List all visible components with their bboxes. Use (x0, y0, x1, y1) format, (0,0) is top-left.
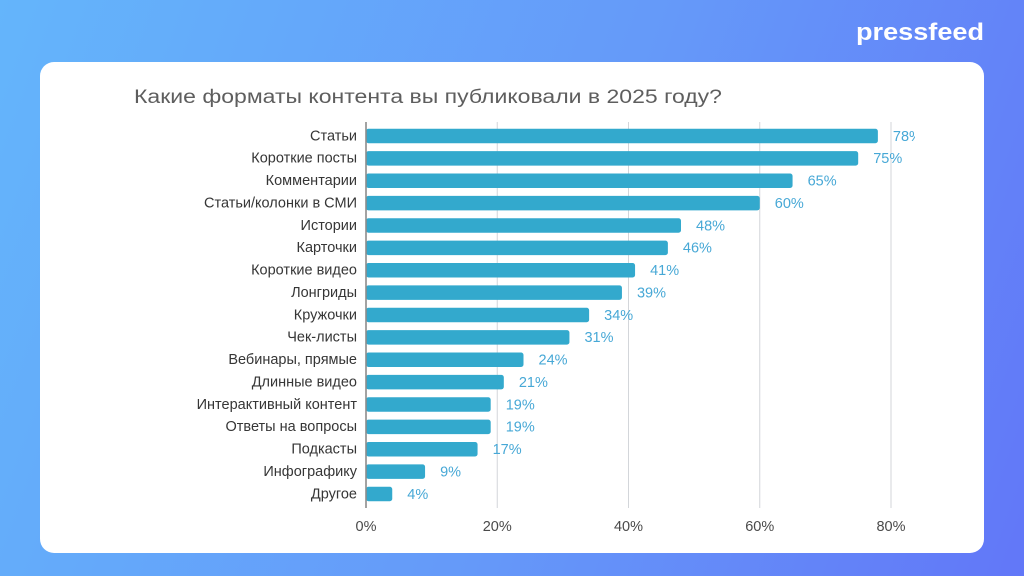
value-label: 24% (539, 353, 568, 369)
bar-8 (366, 285, 622, 300)
brand-logo: pressfeed (856, 19, 984, 46)
value-label: 65% (808, 174, 837, 190)
value-labels: 78% 75% 65%60% 48% 46%41% 39%34% 31% 24% 21% 19% 1… (407, 129, 922, 503)
bar-3 (366, 173, 793, 188)
x-tick-label: 60% (745, 519, 774, 535)
category-label: Лонгриды (291, 285, 357, 301)
chart-card (40, 62, 984, 553)
bar-15 (366, 442, 478, 457)
category-label: Длинные видео (252, 374, 357, 390)
category-label: Короткие посты (251, 151, 357, 167)
value-label: 19% (506, 397, 535, 413)
category-labels: Статьи Короткие посты Комментарии Статьи/ко… (197, 128, 358, 502)
category-label: Вебинары, прямые (228, 352, 357, 368)
bar-10 (366, 330, 570, 345)
chart-title: Какие форматы контента вы публиковали в … (134, 87, 722, 108)
bar-2 (366, 151, 859, 166)
bar-1 (366, 128, 878, 144)
value-label: 48% (696, 218, 725, 234)
plot-area: Статьи Короткие посты Комментарии Статьи/ко… (197, 122, 922, 535)
value-label: 19% (506, 420, 535, 436)
bar-9 (366, 307, 590, 323)
value-label: 75% (873, 151, 902, 167)
category-label: Короткие видео (251, 263, 357, 279)
value-label: 60% (775, 196, 804, 212)
bars (366, 128, 878, 502)
x-tick-label: 80% (876, 519, 905, 535)
value-label: 4% (407, 487, 428, 503)
bar-6 (366, 240, 668, 256)
value-label: 39% (637, 285, 666, 301)
bar-5 (366, 218, 681, 233)
category-label: Интерактивный контент (197, 397, 358, 413)
bar-13 (366, 397, 491, 412)
category-label: Ответы на вопросы (226, 419, 358, 435)
bar-14 (366, 419, 491, 435)
category-label: Истории (301, 218, 357, 234)
category-label: Кружочки (294, 307, 357, 323)
value-label: 78% (893, 129, 922, 145)
value-label: 46% (683, 241, 712, 257)
x-tick-label: 20% (483, 519, 512, 535)
category-label: Другое (311, 486, 357, 502)
value-label: 17% (493, 442, 522, 458)
category-label: Комментарии (266, 173, 357, 189)
category-label: Карточки (297, 240, 357, 256)
category-label: Статьи/колонки в СМИ (204, 195, 357, 211)
category-label: Инфографику (263, 464, 357, 480)
value-label: 31% (584, 330, 613, 346)
bar-4 (366, 195, 760, 211)
x-tick-label: 40% (614, 519, 643, 535)
bar-16 (366, 464, 426, 479)
value-label: 21% (519, 375, 548, 391)
category-label: Чек-листы (287, 330, 357, 346)
bar-11 (366, 352, 524, 367)
bar-17 (366, 486, 393, 502)
bar-7 (366, 263, 636, 278)
value-label: 34% (604, 308, 633, 324)
category-label: Статьи (310, 128, 357, 144)
bar-12 (366, 374, 504, 390)
value-label: 9% (440, 464, 461, 480)
value-label: 41% (650, 263, 679, 279)
x-tick-label: 0% (356, 519, 377, 535)
x-tick-labels: 0% 20% 40% 60% 80% (356, 519, 906, 535)
category-label: Подкасты (291, 442, 357, 458)
